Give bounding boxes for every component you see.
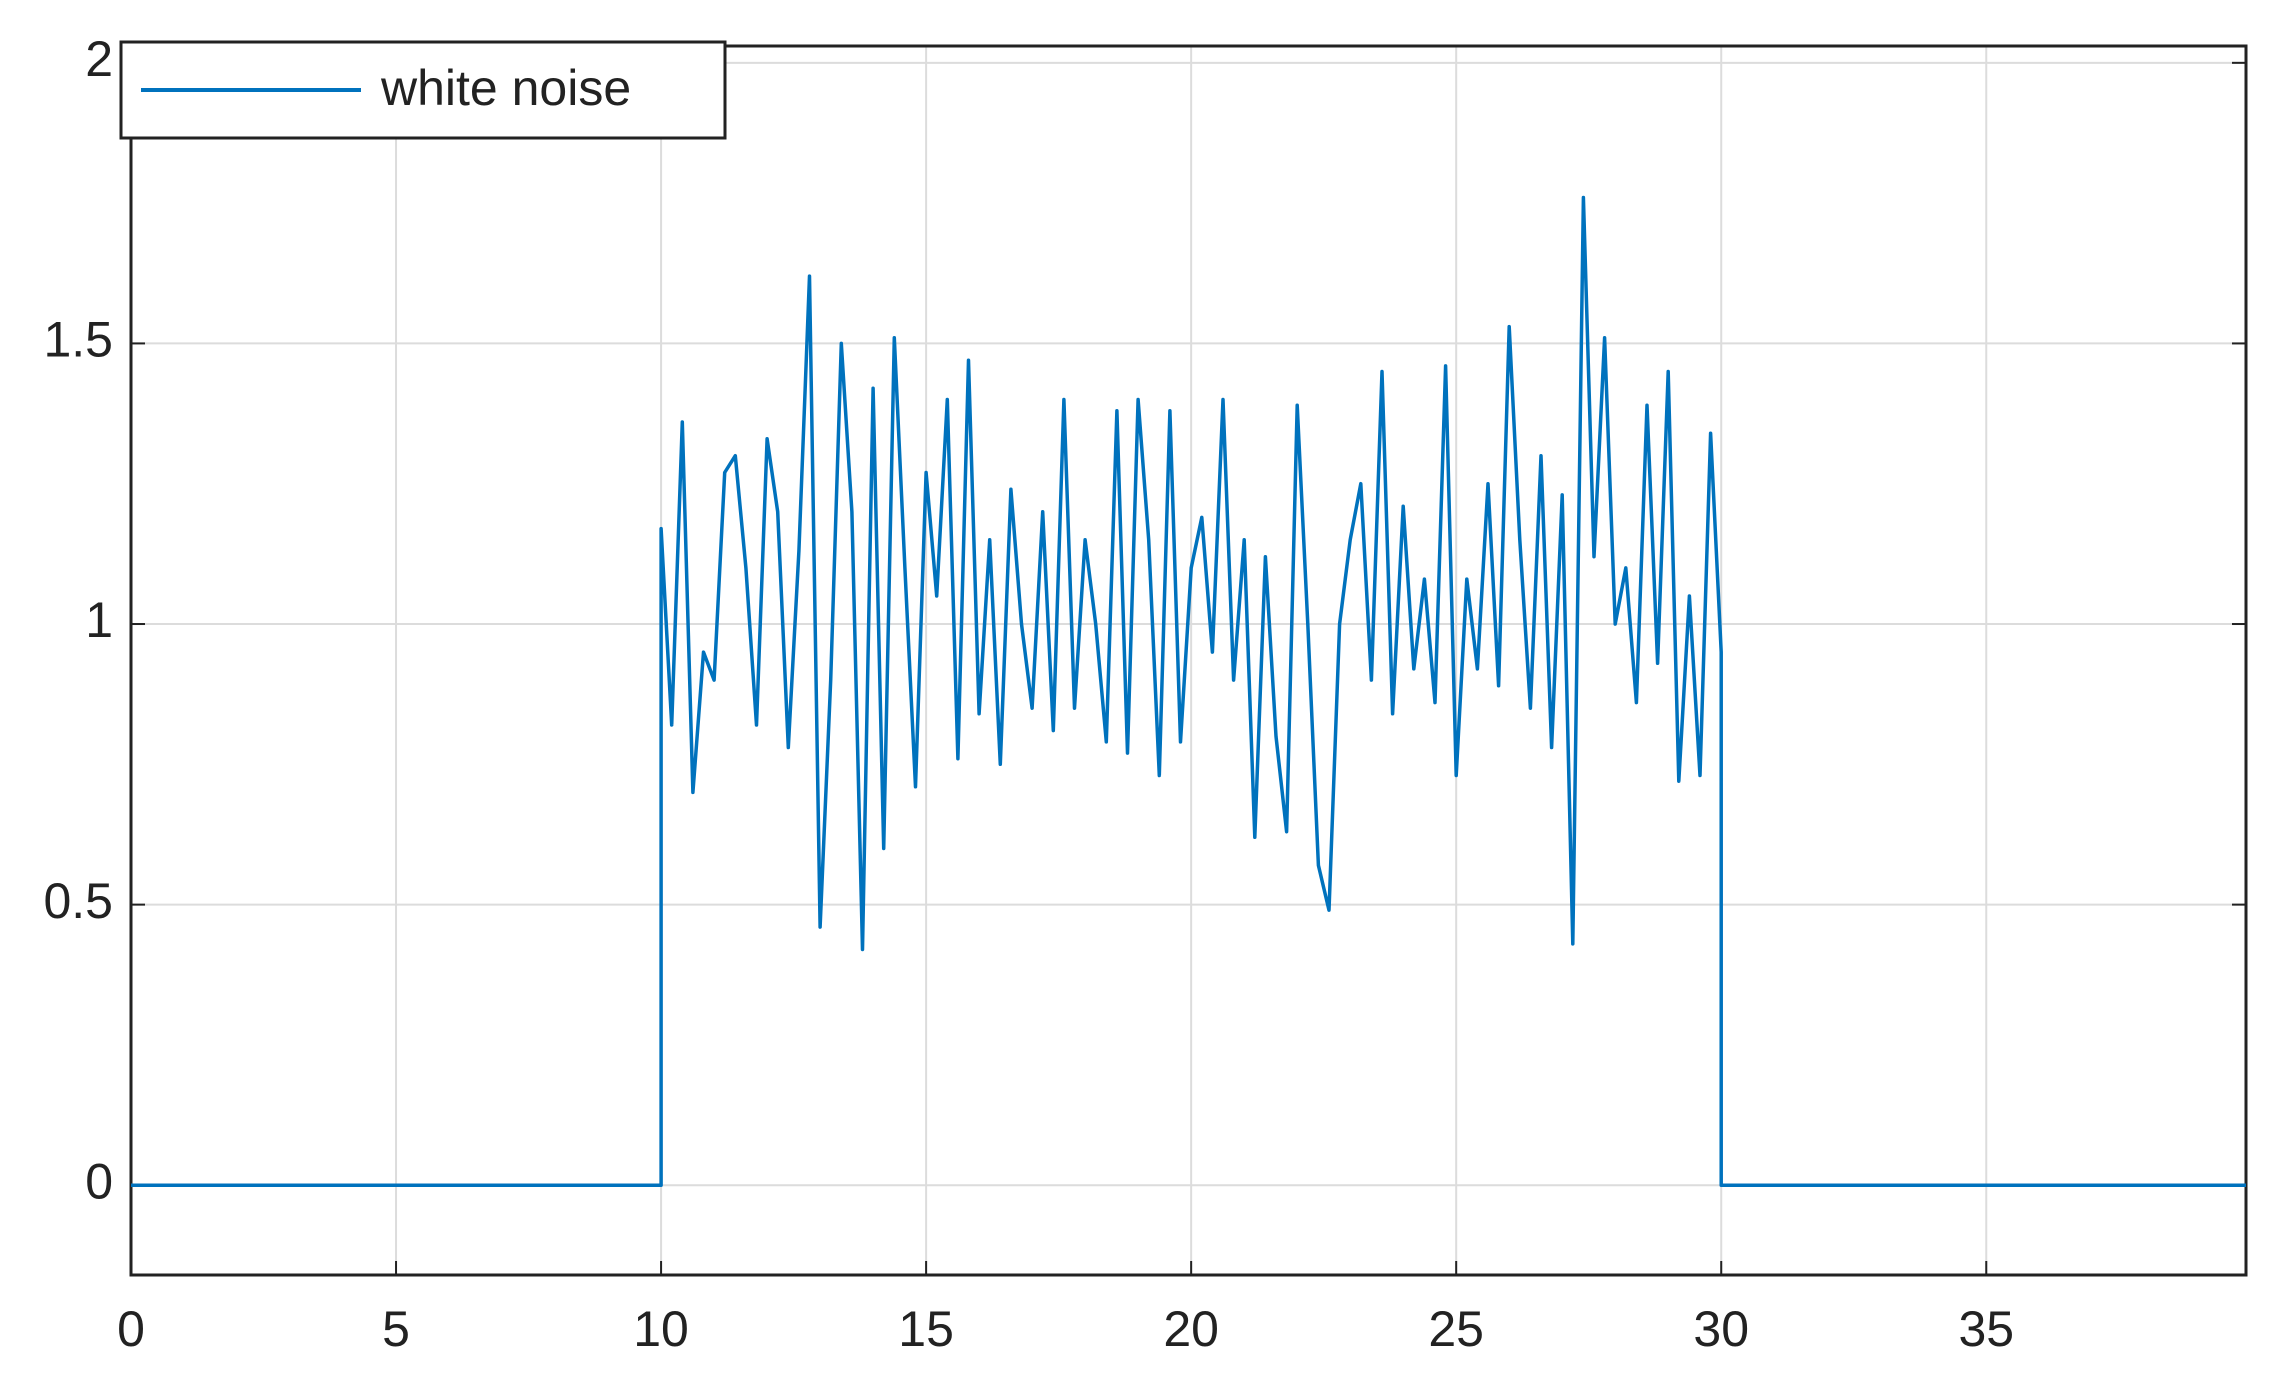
x-tick-label: 0 bbox=[117, 1301, 145, 1357]
x-tick-label: 5 bbox=[382, 1301, 410, 1357]
legend-label: white noise bbox=[380, 60, 631, 116]
x-tick-label: 35 bbox=[1958, 1301, 2014, 1357]
x-tick-label: 20 bbox=[1163, 1301, 1219, 1357]
x-tick-label: 15 bbox=[898, 1301, 954, 1357]
y-tick-label: 0.5 bbox=[43, 873, 113, 929]
x-tick-label: 10 bbox=[633, 1301, 689, 1357]
x-tick-label: 30 bbox=[1693, 1301, 1749, 1357]
y-tick-label: 2 bbox=[85, 31, 113, 87]
y-tick-label: 1.5 bbox=[43, 312, 113, 368]
axes-box bbox=[129, 44, 2248, 1277]
plot-area bbox=[131, 46, 2246, 1275]
y-tick-label: 0 bbox=[85, 1153, 113, 1209]
data-line bbox=[131, 195, 2246, 1187]
x-tick-label: 25 bbox=[1428, 1301, 1484, 1357]
y-tick-label: 1 bbox=[85, 592, 113, 648]
